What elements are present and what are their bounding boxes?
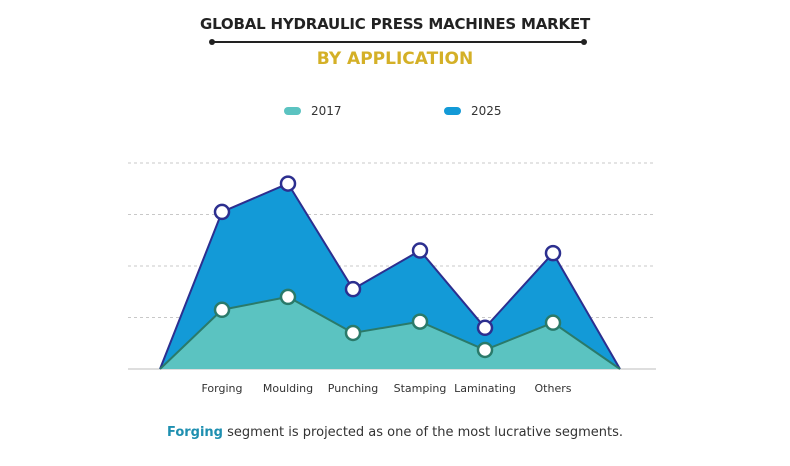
chart-title: GLOBAL HYDRAULIC PRESS MACHINES MARKET (199, 15, 591, 33)
x-tick-label: Others (535, 382, 572, 395)
marker-center-2025-punching (349, 285, 357, 293)
line-2025 (159, 182, 621, 370)
x-tick-label: Punching (328, 382, 378, 395)
line-2017 (159, 295, 621, 370)
marker-center-2017-punching (349, 329, 357, 337)
chart-subtitle: BY APPLICATION (316, 49, 474, 69)
marker-center-2025-stamping (416, 247, 424, 254)
legend-item-2017: 2017 (284, 104, 342, 118)
area-2017 (160, 296, 620, 369)
marker-center-2017-forging (218, 306, 226, 313)
legend-item-2025: 2025 (444, 104, 502, 118)
marker-center-2025-forging (218, 208, 226, 216)
marker-center-2025-moulding (284, 180, 292, 187)
legend-swatch-2017 (284, 107, 301, 115)
title-underline (209, 39, 587, 45)
underline-right-dot (581, 39, 587, 45)
legend: 2017 2025 (0, 104, 790, 124)
x-tick-label: Stamping (394, 382, 447, 395)
legend-label-2025: 2025 (471, 104, 502, 118)
x-tick-label: Moulding (263, 382, 313, 395)
x-tick-label: Forging (202, 382, 243, 395)
marker-center-2017-moulding (284, 293, 292, 301)
marker-center-2017-others (549, 319, 557, 326)
footer-note: Forging segment is projected as one of t… (0, 425, 790, 440)
underline-left-dot (209, 39, 215, 45)
legend-label-2017: 2017 (311, 104, 342, 118)
footer-highlight: Forging (166, 425, 223, 440)
x-tick-label: Laminating (454, 382, 516, 395)
marker-center-2017-stamping (416, 318, 424, 325)
legend-swatch-2025 (444, 107, 461, 115)
footer-text: segment is projected as one of the most … (223, 425, 624, 440)
marker-center-2017-laminating (481, 346, 489, 354)
marker-center-2025-laminating (481, 324, 489, 331)
marker-center-2025-others (549, 249, 557, 257)
